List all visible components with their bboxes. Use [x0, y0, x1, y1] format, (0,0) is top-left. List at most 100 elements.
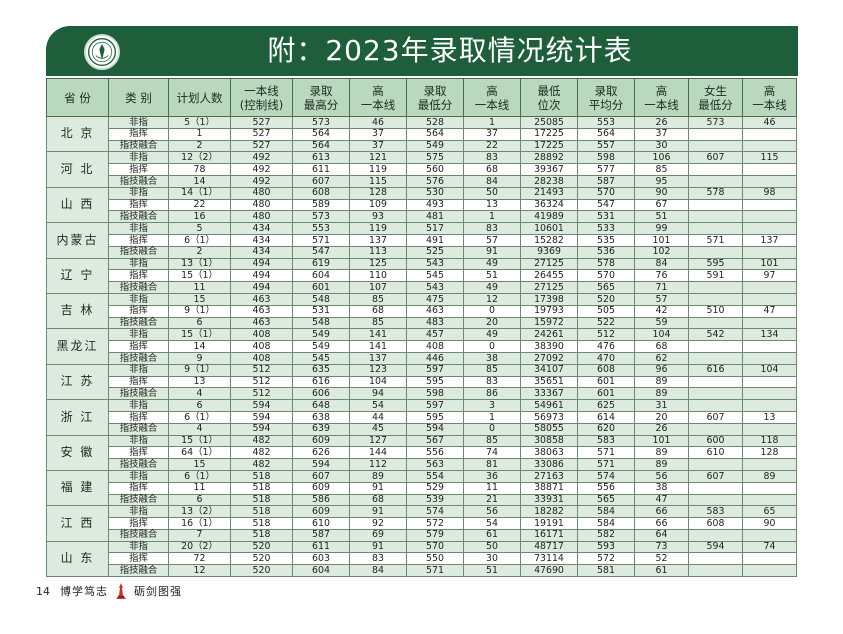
table-cell: 115 [349, 174, 407, 188]
table-cell [688, 210, 743, 224]
category-cell: 非指 [108, 540, 169, 554]
table-cell: 11 [168, 281, 231, 294]
table-cell: 463 [230, 292, 293, 306]
table-cell: 13 [463, 198, 521, 212]
table-cell [688, 198, 743, 212]
table-cell [742, 210, 797, 224]
page-number: 14 [36, 584, 50, 598]
province-cell: 河 北 [46, 151, 109, 188]
table-cell: 15 [168, 458, 231, 471]
table-cell: 614 [577, 410, 635, 424]
province-cell: 安 徽 [46, 434, 109, 471]
table-cell: 19793 [520, 304, 578, 318]
table-cell: 85 [349, 316, 407, 330]
table-cell: 608 [688, 517, 743, 530]
table-cell: 512 [230, 387, 293, 401]
table-cell: 17398 [520, 292, 578, 306]
table-cell: 0 [463, 340, 521, 353]
table-cell [688, 222, 743, 235]
table-cell: 547 [292, 245, 350, 259]
table-cell: 635 [292, 363, 350, 377]
column-header: 一本线 (控制线) [230, 78, 293, 117]
table-cell: 565 [577, 281, 635, 294]
category-cell: 非指 [108, 151, 169, 165]
table-cell: 58055 [520, 422, 578, 436]
table-row: 指挥 72 520 603 83 550 30 73114 572 52 [47, 552, 797, 566]
category-cell: 指挥 [108, 304, 169, 318]
table-cell: 66 [634, 505, 689, 519]
table-cell: 0 [463, 304, 521, 318]
category-cell: 指技融合 [108, 458, 169, 471]
table-cell: 570 [406, 540, 464, 554]
table-cell: 21493 [520, 186, 578, 200]
table-cell: 598 [577, 151, 635, 165]
table-cell: 491 [406, 233, 464, 247]
table-cell [742, 528, 797, 542]
table-cell: 125 [349, 257, 407, 271]
table-cell: 99 [634, 222, 689, 235]
table-cell: 518 [230, 493, 293, 507]
table-cell [742, 316, 797, 330]
table-cell: 85 [463, 434, 521, 448]
table-cell: 127 [349, 434, 407, 448]
table-row: 指挥 22 480 589 109 493 13 36324 547 67 [47, 198, 797, 212]
table-cell: 134 [742, 328, 797, 342]
category-cell: 非指 [108, 328, 169, 342]
table-cell: 408 [230, 328, 293, 342]
table-cell: 94 [349, 387, 407, 401]
category-cell: 非指 [108, 399, 169, 412]
table-cell: 91 [349, 481, 407, 495]
table-cell: 84 [634, 257, 689, 271]
table-cell: 92 [349, 517, 407, 530]
table-cell: 4 [168, 422, 231, 436]
table-cell [742, 422, 797, 436]
page-footer: 14 博学笃志 砺剑图强 [36, 583, 182, 599]
table-cell: 47 [742, 304, 797, 318]
table-cell: 22 [463, 139, 521, 153]
table-cell: 584 [577, 505, 635, 519]
table-cell: 51 [634, 210, 689, 224]
table-row: 福 建非指 6（1） 518 607 89 554 36 27163 574 56 607 89 [46, 469, 797, 507]
table-cell: 597 [406, 363, 464, 377]
table-cell: 512 [230, 375, 293, 389]
table-cell: 492 [230, 151, 293, 165]
table-cell: 101 [742, 257, 797, 271]
table-row: 指技融合 6 463 548 85 483 20 15972 522 59 [47, 316, 797, 330]
table-cell: 84 [463, 174, 521, 188]
table-cell [688, 528, 743, 542]
table-cell: 527 [230, 127, 293, 141]
table-cell: 37 [463, 127, 521, 141]
table-cell: 9（1） [168, 304, 231, 318]
table-cell: 30 [463, 552, 521, 566]
table-row: 指技融合 4 594 639 45 594 0 58055 620 26 [47, 422, 797, 436]
table-cell: 2 [168, 139, 231, 153]
table-row: 指技融合 2 527 564 37 549 22 17225 557 30 [47, 139, 797, 153]
table-cell: 51 [463, 564, 521, 578]
table-cell: 564 [292, 139, 350, 153]
table-row: 江 苏非指 9（1） 512 635 123 597 85 34107 608 96 616 104 [46, 363, 797, 401]
table-cell: 578 [688, 186, 743, 200]
table-row: 指技融合 14 492 607 115 576 84 28238 587 95 [47, 174, 797, 188]
table-cell: 607 [688, 151, 743, 165]
column-header: 录取 平均分 [577, 78, 635, 117]
table-cell: 3 [463, 399, 521, 412]
table-cell: 33086 [520, 458, 578, 471]
table-cell: 50 [463, 540, 521, 554]
table-cell: 68 [349, 493, 407, 507]
table-cell: 572 [577, 552, 635, 566]
table-cell: 613 [292, 151, 350, 165]
province-cell: 浙 江 [46, 399, 109, 436]
title-banner [46, 26, 798, 76]
category-cell: 非指 [108, 363, 169, 377]
table-cell: 101 [634, 233, 689, 247]
table-cell: 83 [463, 222, 521, 235]
table-cell: 89 [634, 458, 689, 471]
category-cell: 指技融合 [108, 281, 169, 294]
table-cell: 137 [349, 351, 407, 365]
table-cell: 36 [463, 469, 521, 483]
table-cell [742, 245, 797, 259]
table-row: 内蒙古 非指 5 434 553 119 517 83 10601 533 99 [46, 222, 797, 259]
table-cell: 494 [230, 257, 293, 271]
table-cell: 564 [292, 127, 350, 141]
table-cell: 72 [168, 552, 231, 566]
